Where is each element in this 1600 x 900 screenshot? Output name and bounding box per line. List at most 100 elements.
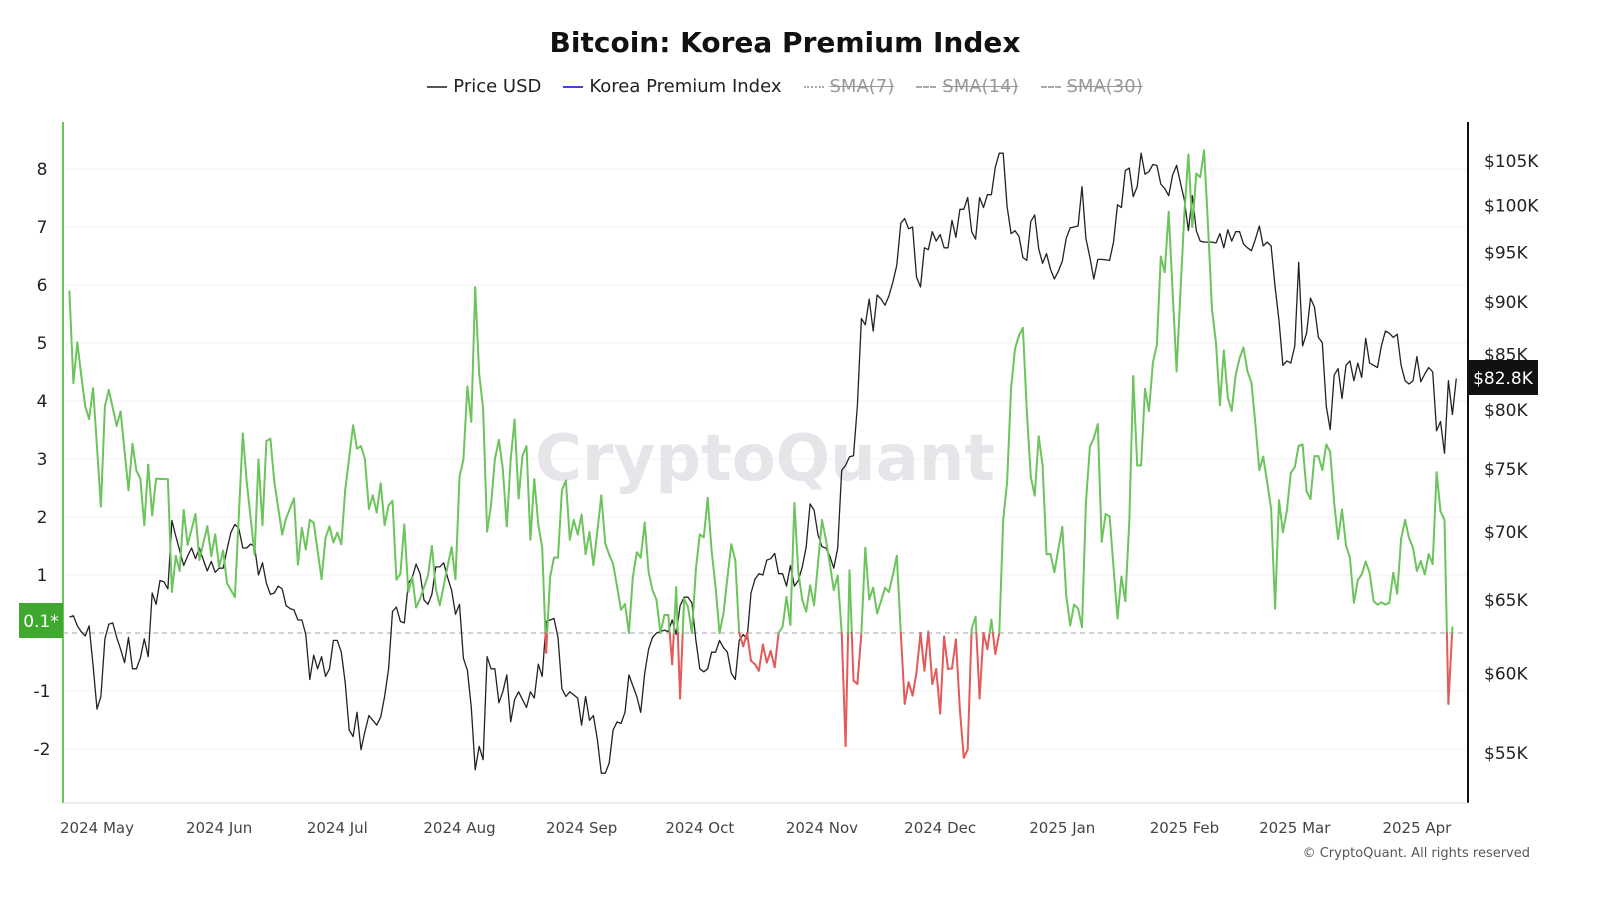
legend: Price USD Korea Premium Index SMA(7) SMA…	[0, 76, 1570, 97]
korea-premium-segment	[1088, 437, 1095, 448]
korea-premium-segment	[328, 525, 335, 544]
x-tick-label: 2025 Mar	[1259, 819, 1331, 837]
korea-premium-segment	[1254, 423, 1261, 471]
korea-premium-segment	[533, 478, 540, 526]
korea-premium-segment	[683, 597, 689, 608]
korea-premium-segment	[375, 482, 382, 514]
x-tick-label: 2024 May	[60, 819, 134, 837]
korea-premium-segment	[726, 543, 733, 579]
korea-premium-segment	[1266, 481, 1273, 510]
right-tick-label: $65K	[1484, 591, 1528, 611]
korea-premium-segment	[143, 463, 150, 527]
legend-item-price-usd[interactable]: Price USD	[427, 76, 541, 97]
korea-premium-segment	[1155, 255, 1162, 346]
legend-label: SMA(7)	[829, 76, 895, 97]
x-tick-label: 2024 Oct	[665, 819, 734, 837]
korea-premium-segment	[505, 458, 512, 528]
korea-premium-segment	[616, 585, 622, 611]
korea-premium-segment	[1211, 308, 1217, 344]
korea-premium-segment	[627, 576, 634, 634]
legend-item-sma-30[interactable]: SMA(30)	[1040, 76, 1143, 97]
legend-label: SMA(14)	[942, 76, 1019, 97]
right-tick-label: $95K	[1484, 244, 1528, 264]
left-tick-label: 3	[37, 450, 48, 470]
korea-premium-segment	[813, 562, 819, 607]
korea-premium-segment	[872, 586, 879, 615]
korea-premium-segment	[681, 597, 686, 634]
korea-premium-segment	[1309, 455, 1316, 500]
korea-premium-segment	[281, 517, 288, 536]
korea-premium-segment	[580, 513, 587, 556]
korea-premium-segment	[458, 458, 465, 478]
korea-premium-segment	[446, 546, 453, 567]
x-tick-label: 2024 Sep	[546, 819, 617, 837]
x-tick-label: 2024 Aug	[423, 819, 495, 837]
right-tick-label: $60K	[1484, 664, 1528, 684]
korea-premium-segment	[332, 531, 339, 544]
korea-premium-segment	[1360, 560, 1367, 576]
korea-premium-segment	[1293, 444, 1300, 469]
korea-premium-segment	[1112, 565, 1119, 620]
korea-premium-segment	[643, 521, 650, 574]
korea-premium-segment	[1049, 553, 1056, 574]
chart-title: Bitcoin: Korea Premium Index	[549, 26, 1021, 59]
korea-premium-segment	[241, 432, 248, 483]
korea-premium-segment	[1285, 471, 1292, 512]
korea-premium-segment	[1356, 573, 1363, 582]
korea-premium-segment	[340, 489, 347, 546]
korea-premium-segment	[975, 632, 981, 700]
gridlines	[63, 168, 1468, 750]
korea-premium-segment	[730, 543, 737, 562]
x-tick-label: 2024 Jul	[307, 819, 368, 837]
korea-premium-segment	[671, 632, 675, 666]
korea-premium-segment	[399, 523, 406, 575]
korea-premium-segment	[1352, 579, 1359, 604]
korea-premium-segment	[1006, 387, 1013, 484]
korea-premium-segment	[304, 518, 311, 551]
korea-premium-segment	[935, 668, 942, 715]
korea-premium-segment	[564, 479, 571, 541]
korea-premium-segment	[915, 632, 922, 674]
korea-premium-segment	[300, 527, 307, 551]
korea-premium-segment	[438, 564, 449, 607]
right-tick-label: $75K	[1484, 460, 1528, 480]
korea-premium-segment	[546, 576, 552, 634]
korea-premium-segment	[1368, 571, 1375, 603]
korea-premium-segment	[773, 632, 780, 669]
korea-premium-segment	[1116, 575, 1123, 620]
korea-premium-segment	[170, 554, 177, 593]
x-tick-label: 2025 Apr	[1382, 819, 1452, 837]
korea-premium-segment	[1388, 571, 1395, 604]
korea-premium-segment	[596, 494, 603, 532]
legend-item-sma-14[interactable]: SMA(14)	[916, 76, 1019, 97]
korea-premium-segment	[68, 290, 75, 384]
korea-premium-segment	[1179, 212, 1186, 292]
korea-premium-segment	[1435, 471, 1442, 513]
korea-premium-segment	[222, 549, 228, 585]
korea-premium-segment	[1218, 349, 1225, 407]
korea-premium-segment	[1128, 375, 1135, 523]
korea-premium-segment	[1124, 520, 1131, 603]
legend-label: SMA(30)	[1066, 76, 1143, 97]
left-tick-label: 7	[37, 218, 48, 238]
korea-premium-segment	[1278, 499, 1284, 534]
legend-item-korea-premium-index[interactable]: Korea Premium Index	[563, 76, 782, 97]
korea-premium-segment	[572, 518, 579, 536]
korea-premium-segment	[797, 571, 804, 601]
korea-premium-segment	[517, 454, 524, 500]
korea-premium-segment	[998, 518, 1005, 634]
right-tick-label: $80K	[1484, 401, 1528, 421]
left-tick-label: 8	[37, 160, 48, 180]
korea-premium-segment	[824, 538, 831, 565]
korea-premium-segment	[493, 438, 500, 460]
korea-premium-segment	[1108, 515, 1115, 568]
korea-premium-segment	[127, 442, 134, 492]
legend-item-sma-7[interactable]: SMA(7)	[803, 76, 895, 97]
korea-premium-segment	[1037, 435, 1044, 467]
right-tick-label: $105K	[1484, 152, 1539, 172]
korea-premium-segment	[1321, 443, 1328, 471]
korea-premium-segment	[367, 494, 374, 510]
korea-premium-segment	[734, 559, 741, 634]
korea-premium-segment	[257, 458, 264, 527]
